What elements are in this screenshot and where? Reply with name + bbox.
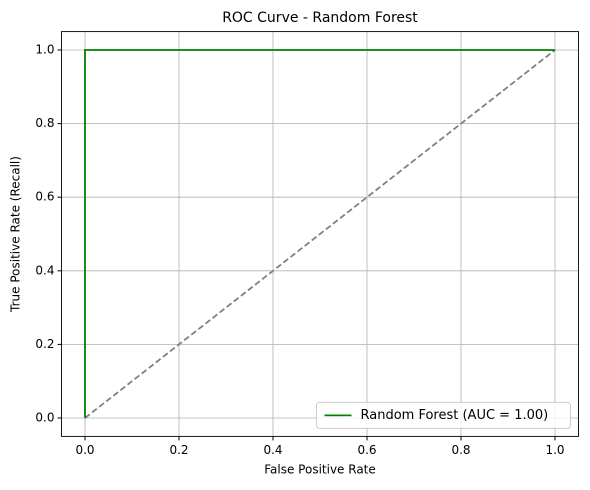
y-tick-label: 0.6 xyxy=(35,190,54,204)
chart-title: ROC Curve - Random Forest xyxy=(222,10,418,26)
y-tick-label: 0.0 xyxy=(35,411,54,425)
legend-box xyxy=(316,401,571,429)
x-tick-label: 0.8 xyxy=(451,443,470,457)
y-tick-label: 0.8 xyxy=(35,116,54,130)
x-axis-label: False Positive Rate xyxy=(264,463,376,477)
y-tick-label: 0.2 xyxy=(35,337,54,351)
plot-frame xyxy=(61,31,579,437)
series-line xyxy=(84,49,555,418)
x-tick-label: 1.0 xyxy=(545,443,564,457)
x-tick-label: 0.0 xyxy=(75,443,94,457)
x-tick-label: 0.2 xyxy=(169,443,188,457)
legend-label: Random Forest (AUC = 1.00) xyxy=(361,408,549,423)
x-tick-label: 0.6 xyxy=(357,443,376,457)
y-axis-label: True Positive Rate (Recall) xyxy=(9,156,23,313)
x-tick-label: 0.4 xyxy=(263,443,282,457)
series-line xyxy=(84,49,556,419)
y-tick-label: 0.4 xyxy=(35,263,54,277)
y-tick-label: 1.0 xyxy=(35,43,54,57)
